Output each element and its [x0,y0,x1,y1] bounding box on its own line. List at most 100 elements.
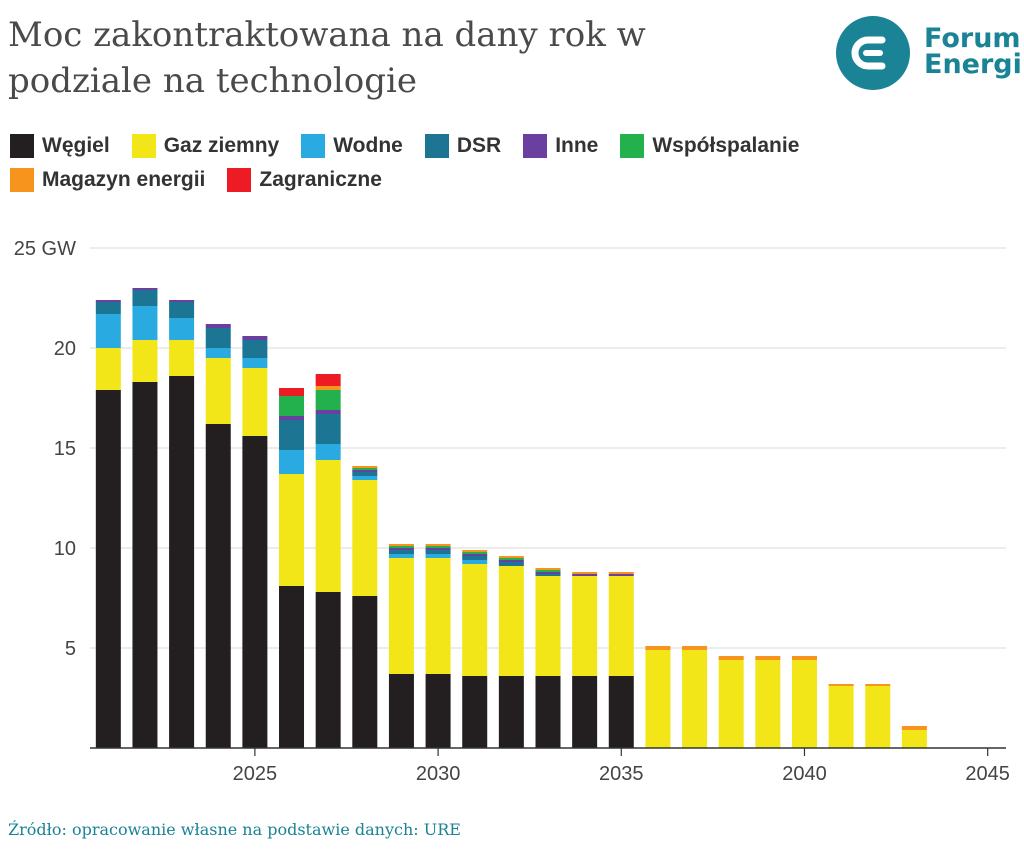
bar-segment [95,314,121,348]
bar-segment [425,548,451,550]
bar-segment [755,656,781,660]
bar-segment [279,388,305,396]
chart-legend: Węgiel Gaz ziemny Wodne DSR Inne Współspalani… [10,134,1000,192]
legend-item: Zagraniczne [227,168,382,192]
bar-segment [608,572,634,574]
legend-swatch [620,134,645,158]
bar-segment [279,396,305,416]
bar-segment [279,474,305,586]
bar-segment [315,414,341,444]
bar-segment [718,660,744,748]
bar-segment [388,554,414,558]
bar-segment [462,552,488,554]
logo-line-2: Energii [924,49,1024,80]
bar-segment [865,686,891,748]
bar-segment [169,302,195,318]
bar-segment [132,290,158,306]
legend-swatch [523,134,548,158]
bar-segment [535,570,561,572]
bar-segment [682,646,708,650]
bar-segment [462,560,488,564]
bar-segment [682,650,708,748]
bar-segment [352,468,378,470]
bar-segment [572,574,598,576]
bar-segment [791,656,817,660]
bar-segment [242,358,268,368]
bar-segment [315,444,341,460]
bar-segment [425,544,451,546]
bar-segment [462,556,488,560]
bar-segment [95,348,121,390]
bar-segment [462,550,488,552]
bar-segment [901,730,927,748]
bar-segment [425,558,451,674]
source-note: Źródło: opracowanie własne na podstawie … [8,820,461,839]
bar-segment [535,574,561,576]
bar-segment [388,544,414,546]
bar-segment [279,450,305,474]
bar-segment [535,568,561,570]
x-tick-label: 2040 [782,763,827,785]
legend-swatch [301,134,326,158]
bar-segment [388,550,414,554]
stacked-bar-chart: 5 10 15 20 25 GW 2025 2030 2035 2040 2045 [14,238,1010,785]
bar-segment [315,386,341,390]
bar-segment [279,420,305,450]
bar-segment [645,646,671,650]
bar-segment [242,368,268,436]
bar-segment [205,424,231,748]
bar-segment [315,460,341,592]
bar-segment [425,546,451,548]
bar-segment [352,480,378,596]
bar-segment [498,676,524,748]
legend-label: DSR [456,134,502,157]
bar-segment [718,656,744,660]
bar-segment [425,554,451,558]
legend-label: Zagraniczne [259,168,382,191]
logo-wordmark: Forum Energii [924,25,1024,80]
bar-segment [498,558,524,560]
y-tick-label: 15 [54,438,76,460]
bar-segment [242,336,268,340]
bar-segment [242,340,268,358]
bar-segment [352,466,378,468]
x-tick-label: 2030 [416,763,461,785]
bar-segment [498,556,524,558]
legend-label: Współspalanie [652,134,800,157]
bar-segment [205,348,231,358]
legend-item: Inne [523,134,598,158]
bar-segment [425,674,451,748]
bar-segment [901,726,927,730]
bar-segment [315,390,341,410]
chart-title: Moc zakontraktowana na dany rok w podzia… [8,15,646,101]
bar-segment [498,560,524,562]
bar-segment [352,470,378,472]
bar-segment [645,650,671,748]
bar-segment [828,686,854,748]
legend-label: Węgiel [42,134,110,157]
bar-segment [388,674,414,748]
bar-segment [315,374,341,386]
y-tick-label: 25 GW [14,238,76,260]
legend-label: Gaz ziemny [163,134,280,157]
bar-segment [95,302,121,314]
bar-segment [535,572,561,574]
x-tick-label: 2035 [599,763,644,785]
legend-label: Magazyn energii [42,168,206,191]
bar-segment [388,548,414,550]
bar-segment [169,318,195,340]
bar-segment [205,328,231,348]
y-tick-label: 10 [54,538,76,560]
bar-segment [572,576,598,676]
bar-segment [352,596,378,748]
bar-segment [462,676,488,748]
bar-segment [572,676,598,748]
legend-label: Inne [555,134,599,157]
bar-segment [608,574,634,576]
bar-segment [462,564,488,676]
legend-swatch [424,134,449,158]
x-tick-label: 2025 [233,763,278,785]
bar-segment [279,586,305,748]
legend-item: Magazyn energii [10,168,205,192]
bar-segment [242,436,268,748]
